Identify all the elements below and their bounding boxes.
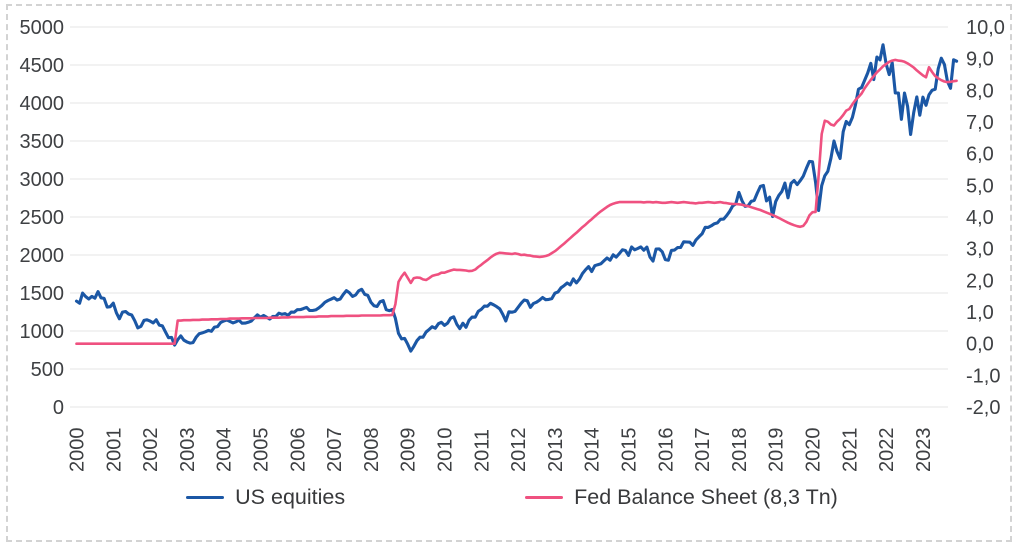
legend-label-fed-balance-sheet: Fed Balance Sheet (8,3 Tn) — [574, 485, 838, 509]
left-axis-tick-label: 1000 — [20, 321, 65, 343]
right-axis-tick-label: 2,0 — [966, 270, 994, 292]
legend-label-us-equities: US equities — [235, 485, 346, 509]
right-axis-tick-label: 6,0 — [966, 144, 994, 166]
x-axis-year-label: 2006 — [287, 428, 309, 473]
legend-item-us-equities[interactable]: US equities — [186, 485, 345, 510]
x-axis-year-label: 2004 — [214, 428, 236, 473]
x-axis-year-label: 2023 — [913, 428, 935, 473]
right-axis-tick-label: -2,0 — [966, 397, 1000, 419]
left-axis-tick-label: 2000 — [20, 245, 65, 267]
right-axis-tick-label: 4,0 — [966, 207, 994, 229]
us-equities-line-swatch-icon — [186, 495, 225, 500]
x-axis-year-labels: 2000 2001 2002 2003 2004 2005 2006 2007 2008 2009… — [67, 428, 935, 473]
x-axis-year-label: 2001 — [103, 428, 125, 473]
x-axis-year-label: 2010 — [435, 428, 457, 473]
left-axis-tick-label: 0 — [53, 397, 64, 419]
left-axis-tick-label: 2500 — [20, 207, 65, 229]
right-axis-tick-labels: 10,0 9,0 8,0 7,0 6,0 5,0 4,0 3,0 2,0 1,0 0,0 -1,0 -2… — [966, 17, 1005, 419]
left-axis-tick-label: 3000 — [20, 169, 65, 191]
right-axis-tick-label: 7,0 — [966, 112, 994, 134]
x-axis-year-label: 2013 — [545, 428, 567, 473]
x-axis-year-label: 2002 — [140, 428, 162, 473]
x-axis-year-label: 2019 — [766, 428, 788, 473]
x-axis-year-label: 2017 — [692, 428, 714, 473]
left-axis-tick-label: 4000 — [20, 93, 65, 115]
right-axis-tick-label: 1,0 — [966, 302, 994, 324]
x-axis-year-label: 2020 — [803, 428, 825, 473]
left-axis-tick-label: 500 — [31, 359, 64, 381]
left-axis-tick-label: 4500 — [20, 55, 65, 77]
legend: US equities Fed Balance Sheet (8,3 Tn) — [0, 485, 1024, 510]
x-axis-year-label: 2003 — [177, 428, 199, 473]
series-line-us-equities — [74, 43, 959, 353]
series-line-fed-balance-sheet — [75, 58, 958, 346]
x-axis-year-label: 2007 — [324, 428, 346, 473]
legend-item-fed-balance-sheet[interactable]: Fed Balance Sheet (8,3 Tn) — [525, 485, 838, 510]
x-axis-year-label: 2000 — [67, 428, 89, 473]
right-axis-tick-label: 5,0 — [966, 175, 994, 197]
x-axis-year-label: 2014 — [582, 428, 604, 473]
left-axis-tick-label: 3500 — [20, 131, 65, 153]
left-axis-tick-label: 1500 — [20, 283, 65, 305]
right-axis-tick-label: 9,0 — [966, 49, 994, 71]
x-axis-year-label: 2011 — [471, 429, 493, 472]
x-axis-year-label: 2012 — [508, 428, 530, 473]
x-axis-year-label: 2015 — [619, 428, 641, 473]
x-axis-year-label: 2008 — [361, 428, 383, 473]
x-axis-year-label: 2005 — [251, 428, 273, 473]
right-axis-tick-label: 0,0 — [966, 334, 994, 356]
x-axis-year-label: 2021 — [839, 428, 861, 473]
x-axis-year-label: 2009 — [398, 428, 420, 473]
left-axis-tick-label: 5000 — [20, 17, 65, 39]
x-axis-year-label: 2022 — [876, 428, 898, 473]
right-axis-tick-label: -1,0 — [966, 365, 1000, 387]
right-axis-tick-label: 8,0 — [966, 80, 994, 102]
gridlines — [70, 26, 948, 408]
x-axis-year-label: 2016 — [655, 428, 677, 473]
fed-balance-sheet-line-swatch-icon — [525, 495, 564, 500]
right-axis-tick-label: 10,0 — [966, 17, 1005, 39]
x-axis-year-label: 2018 — [729, 428, 751, 473]
right-axis-tick-label: 3,0 — [966, 239, 994, 261]
series-lines — [74, 43, 959, 353]
